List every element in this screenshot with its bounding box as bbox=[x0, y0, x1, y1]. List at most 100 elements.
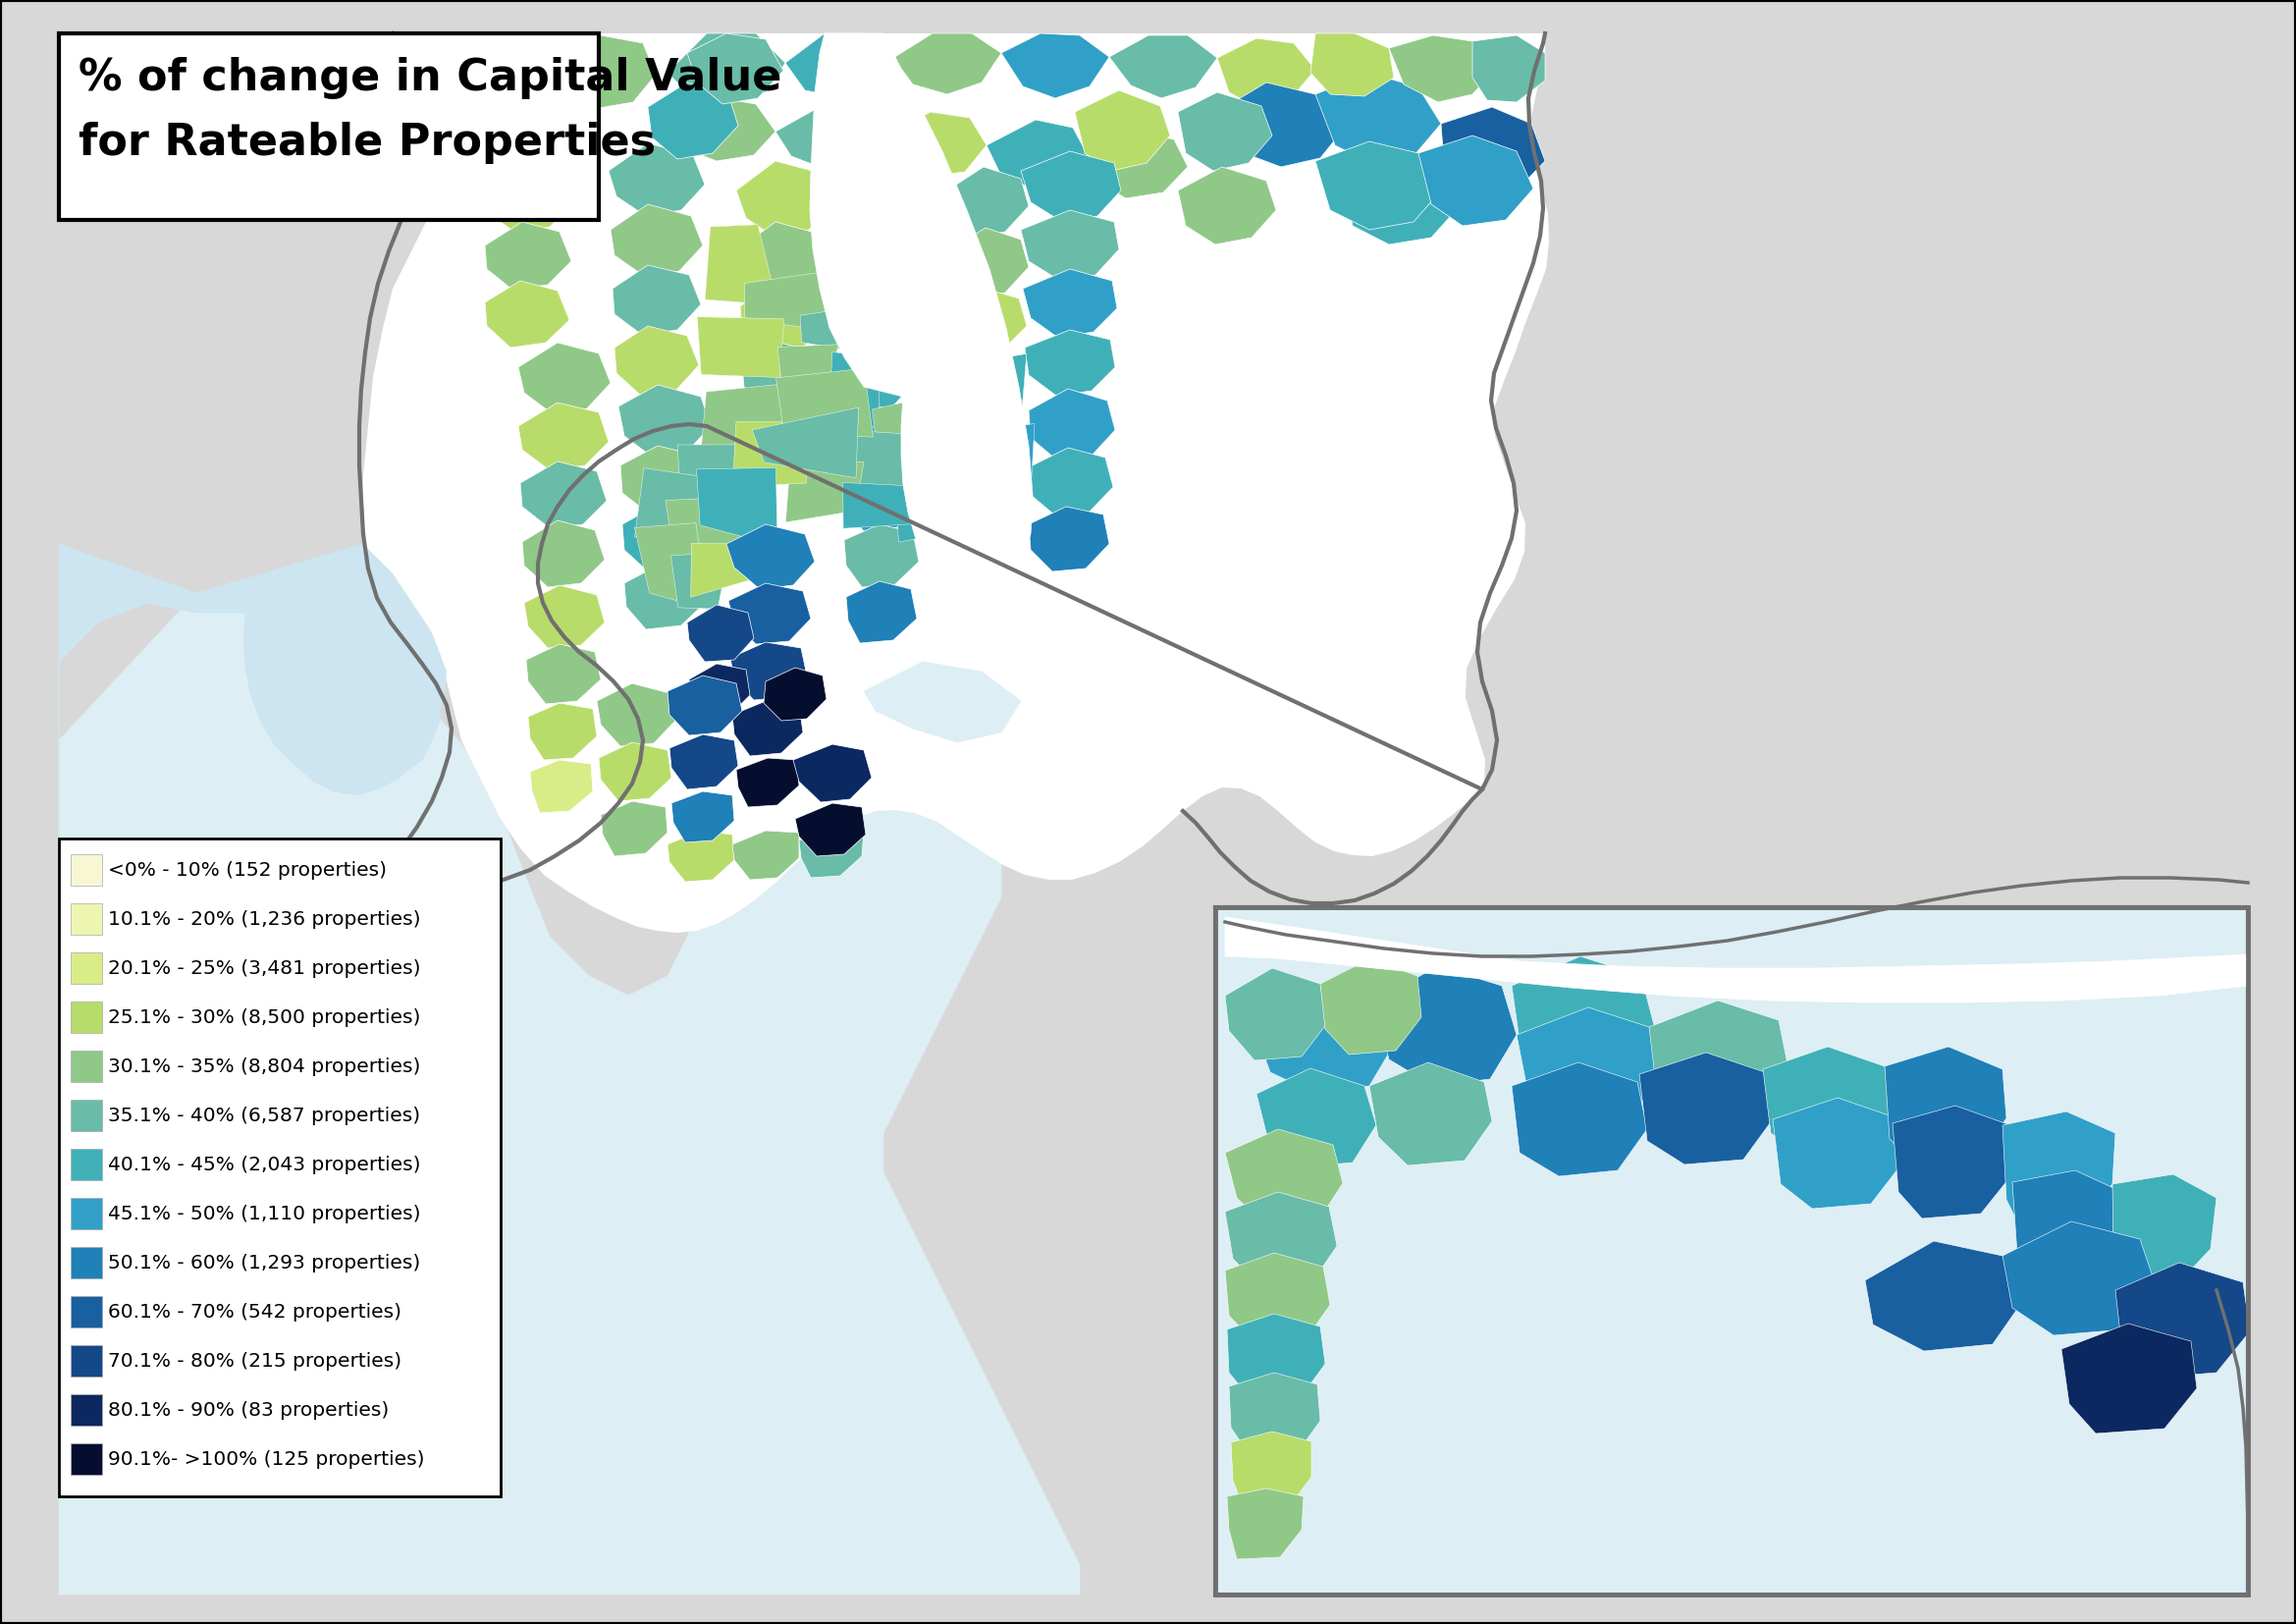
Polygon shape bbox=[776, 369, 872, 437]
Polygon shape bbox=[1226, 1129, 1343, 1224]
Polygon shape bbox=[1217, 83, 1345, 167]
Polygon shape bbox=[840, 406, 923, 476]
Polygon shape bbox=[615, 326, 698, 395]
Polygon shape bbox=[948, 167, 1029, 237]
Polygon shape bbox=[907, 409, 1013, 492]
Polygon shape bbox=[1022, 151, 1120, 222]
Polygon shape bbox=[918, 393, 985, 443]
Polygon shape bbox=[836, 294, 909, 362]
Polygon shape bbox=[521, 520, 604, 588]
Text: % of change in Capital Value: % of change in Capital Value bbox=[78, 57, 781, 99]
Polygon shape bbox=[1311, 34, 1394, 96]
Polygon shape bbox=[687, 604, 753, 661]
Polygon shape bbox=[850, 331, 918, 387]
Polygon shape bbox=[1773, 1098, 1901, 1208]
Polygon shape bbox=[1024, 330, 1116, 396]
Text: 35.1% - 40% (6,587 properties): 35.1% - 40% (6,587 properties) bbox=[108, 1106, 420, 1125]
Polygon shape bbox=[829, 352, 879, 427]
Polygon shape bbox=[1075, 91, 1171, 171]
Polygon shape bbox=[891, 302, 974, 372]
Polygon shape bbox=[668, 34, 785, 102]
Polygon shape bbox=[882, 112, 987, 177]
Polygon shape bbox=[739, 222, 831, 292]
Bar bbox=[1215, 908, 2248, 1595]
Polygon shape bbox=[60, 544, 1079, 1595]
Polygon shape bbox=[1022, 209, 1118, 281]
Polygon shape bbox=[1320, 958, 1421, 1054]
Polygon shape bbox=[742, 341, 824, 408]
Text: 70.1% - 80% (215 properties): 70.1% - 80% (215 properties) bbox=[108, 1351, 402, 1371]
Polygon shape bbox=[778, 344, 838, 416]
Polygon shape bbox=[1217, 39, 1316, 107]
Polygon shape bbox=[737, 758, 799, 807]
Polygon shape bbox=[634, 523, 709, 609]
Polygon shape bbox=[1885, 1046, 2007, 1164]
Polygon shape bbox=[519, 403, 608, 471]
Polygon shape bbox=[1029, 388, 1116, 460]
Bar bbox=[71, 903, 101, 935]
Polygon shape bbox=[1649, 1000, 1789, 1117]
Polygon shape bbox=[863, 661, 1022, 742]
Polygon shape bbox=[1419, 135, 1534, 226]
Polygon shape bbox=[737, 161, 833, 237]
Polygon shape bbox=[625, 565, 705, 630]
Polygon shape bbox=[2115, 1263, 2250, 1379]
Polygon shape bbox=[2011, 1171, 2122, 1283]
Text: 10.1% - 20% (1,236 properties): 10.1% - 20% (1,236 properties) bbox=[108, 909, 420, 929]
Polygon shape bbox=[1316, 141, 1442, 229]
Polygon shape bbox=[1511, 1062, 1646, 1176]
Polygon shape bbox=[1228, 1372, 1320, 1455]
Bar bbox=[71, 1395, 101, 1426]
Polygon shape bbox=[1368, 1062, 1492, 1166]
Polygon shape bbox=[523, 585, 604, 648]
Polygon shape bbox=[599, 742, 670, 801]
Polygon shape bbox=[484, 222, 572, 289]
Polygon shape bbox=[1029, 507, 1109, 572]
Polygon shape bbox=[739, 281, 829, 351]
Polygon shape bbox=[698, 317, 783, 377]
Polygon shape bbox=[833, 234, 912, 304]
Polygon shape bbox=[753, 408, 859, 477]
Bar bbox=[71, 1199, 101, 1229]
Polygon shape bbox=[1178, 93, 1272, 171]
Polygon shape bbox=[1316, 73, 1442, 164]
Polygon shape bbox=[726, 525, 815, 590]
Polygon shape bbox=[728, 583, 810, 645]
Polygon shape bbox=[1022, 270, 1118, 338]
Polygon shape bbox=[785, 460, 863, 523]
Polygon shape bbox=[613, 265, 700, 335]
Text: 50.1% - 60% (1,293 properties): 50.1% - 60% (1,293 properties) bbox=[108, 1254, 420, 1272]
Text: 40.1% - 45% (2,043 properties): 40.1% - 45% (2,043 properties) bbox=[108, 1155, 420, 1174]
Polygon shape bbox=[480, 44, 579, 119]
Polygon shape bbox=[1375, 966, 1518, 1086]
Polygon shape bbox=[1763, 1046, 1892, 1158]
Polygon shape bbox=[794, 804, 866, 856]
Polygon shape bbox=[845, 525, 918, 588]
Polygon shape bbox=[528, 703, 597, 760]
Polygon shape bbox=[2002, 1111, 2115, 1228]
Polygon shape bbox=[969, 424, 1035, 503]
Polygon shape bbox=[1109, 36, 1217, 97]
Text: 60.1% - 70% (542 properties): 60.1% - 70% (542 properties) bbox=[108, 1302, 402, 1320]
Polygon shape bbox=[810, 34, 1033, 594]
Polygon shape bbox=[597, 684, 675, 745]
Polygon shape bbox=[670, 734, 739, 789]
Polygon shape bbox=[799, 305, 870, 354]
Polygon shape bbox=[799, 828, 863, 879]
Polygon shape bbox=[1518, 1007, 1660, 1121]
Polygon shape bbox=[519, 343, 611, 414]
Polygon shape bbox=[732, 422, 808, 487]
Polygon shape bbox=[1639, 1052, 1773, 1164]
Text: 80.1% - 90% (83 properties): 80.1% - 90% (83 properties) bbox=[108, 1400, 388, 1419]
Polygon shape bbox=[1442, 107, 1545, 197]
Text: 20.1% - 25% (3,481 properties): 20.1% - 25% (3,481 properties) bbox=[108, 958, 420, 978]
Polygon shape bbox=[829, 429, 912, 502]
Polygon shape bbox=[700, 382, 801, 473]
Polygon shape bbox=[1178, 167, 1277, 245]
Polygon shape bbox=[611, 205, 703, 276]
Polygon shape bbox=[838, 354, 907, 419]
Polygon shape bbox=[785, 34, 893, 97]
Polygon shape bbox=[872, 396, 937, 447]
Bar bbox=[60, 34, 599, 219]
Polygon shape bbox=[1029, 448, 1114, 515]
